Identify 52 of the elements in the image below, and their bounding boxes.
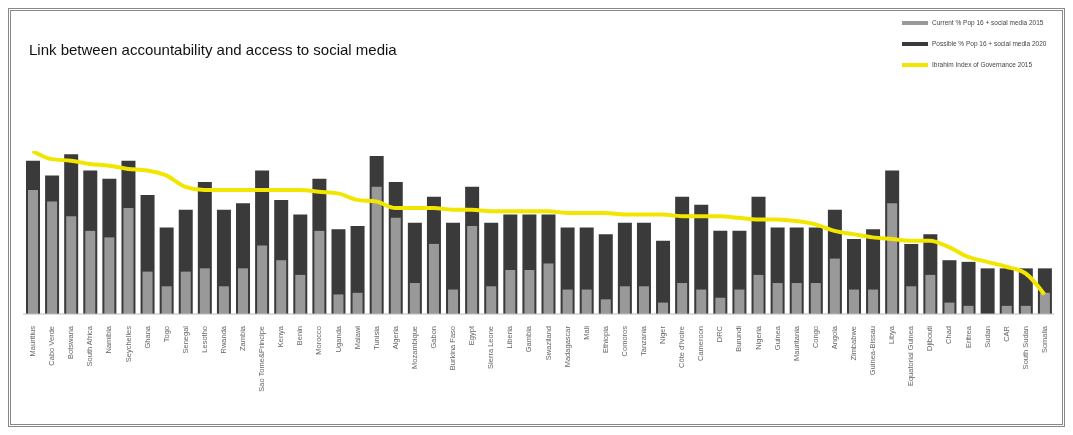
- bar: [371, 186, 382, 314]
- bar: [409, 283, 420, 314]
- bar: [906, 286, 917, 314]
- bar: [791, 283, 802, 314]
- bar: [428, 243, 439, 314]
- bar: [448, 289, 459, 314]
- bar: [238, 268, 249, 314]
- chart-title: Link between accountability and access to social media: [29, 41, 397, 58]
- bar: [543, 263, 554, 314]
- bar: [123, 208, 134, 314]
- bar: [390, 217, 401, 314]
- bar: [180, 271, 191, 314]
- bar: [199, 268, 210, 314]
- bar: [524, 269, 535, 314]
- bar: [848, 289, 859, 314]
- bar: [868, 289, 879, 314]
- bar: [696, 289, 707, 314]
- bar: [257, 245, 268, 314]
- bar: [677, 283, 688, 314]
- bar: [314, 230, 325, 314]
- bar: [333, 294, 344, 314]
- bar: [295, 274, 306, 314]
- bar: [85, 230, 96, 314]
- bar: [619, 286, 630, 314]
- bar: [142, 271, 153, 314]
- bar: [772, 283, 783, 314]
- bar: [66, 216, 77, 314]
- bar: [505, 269, 516, 314]
- bar: [352, 292, 363, 314]
- bar: [47, 201, 58, 314]
- bar: [562, 289, 573, 314]
- bar: [829, 258, 840, 314]
- bar: [980, 268, 995, 314]
- bar: [276, 260, 287, 314]
- bar: [753, 274, 764, 314]
- bar: [887, 203, 898, 314]
- bar: [161, 286, 172, 314]
- bar: [104, 237, 115, 314]
- bar: [925, 274, 936, 314]
- bar: [961, 261, 976, 314]
- bar: [486, 286, 497, 314]
- bar: [467, 225, 478, 314]
- bar: [638, 286, 649, 314]
- bar: [810, 283, 821, 314]
- bar: [28, 190, 38, 314]
- bar: [656, 240, 671, 314]
- bar: [715, 297, 726, 314]
- bar: [600, 299, 611, 314]
- bar: [734, 289, 745, 314]
- bar: [218, 286, 229, 314]
- bar: [1039, 292, 1050, 314]
- bar: [581, 289, 592, 314]
